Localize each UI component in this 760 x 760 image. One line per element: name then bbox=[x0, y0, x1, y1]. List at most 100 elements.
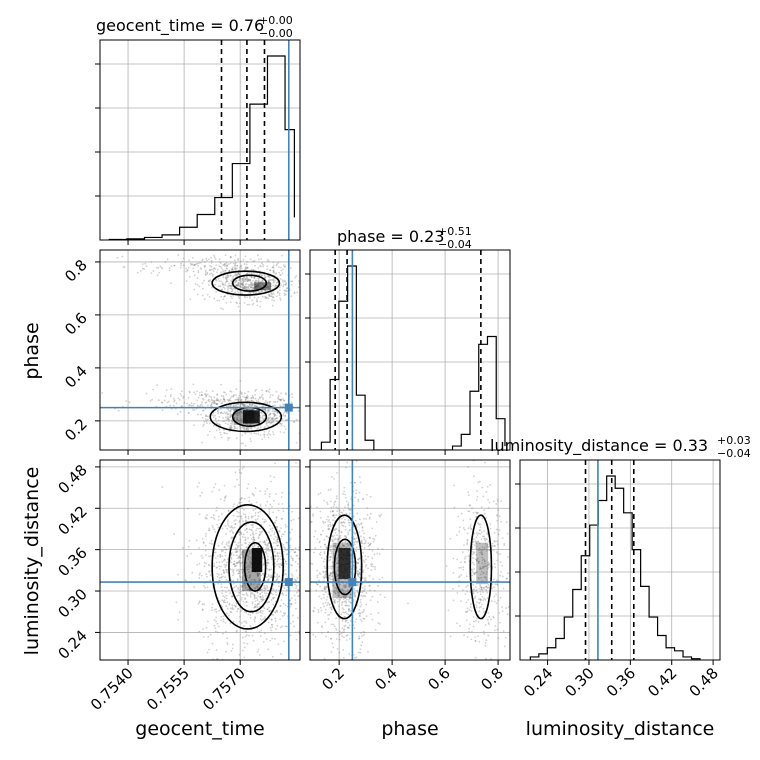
sample-point bbox=[506, 532, 509, 535]
sample-point bbox=[485, 538, 488, 541]
sample-point bbox=[213, 436, 216, 439]
sample-point bbox=[319, 585, 322, 588]
sample-point bbox=[246, 266, 249, 269]
sample-point bbox=[226, 527, 229, 530]
sample-point bbox=[205, 532, 207, 535]
sample-point bbox=[266, 567, 269, 570]
sample-point bbox=[480, 588, 483, 591]
sample-point bbox=[335, 588, 338, 591]
panel-0-0 bbox=[95, 39, 301, 245]
sample-point bbox=[482, 565, 485, 568]
sample-point bbox=[192, 383, 195, 386]
sample-point bbox=[226, 571, 229, 574]
density-cell bbox=[476, 542, 489, 585]
sample-point bbox=[251, 299, 254, 302]
sample-point bbox=[354, 664, 356, 666]
sample-point bbox=[203, 423, 205, 426]
sample-point bbox=[256, 599, 259, 602]
sample-point bbox=[255, 400, 258, 402]
sample-point bbox=[333, 503, 336, 506]
sample-point bbox=[247, 517, 250, 520]
sample-point bbox=[493, 562, 496, 565]
sample-point bbox=[240, 283, 243, 286]
sample-point bbox=[378, 578, 381, 581]
sample-point bbox=[237, 257, 240, 260]
sample-point bbox=[221, 561, 224, 563]
sample-point bbox=[269, 528, 272, 531]
sample-point bbox=[447, 609, 450, 612]
sample-point bbox=[269, 503, 272, 506]
sample-point bbox=[284, 428, 287, 430]
sample-point bbox=[241, 279, 244, 282]
sample-point bbox=[227, 519, 230, 521]
sample-point bbox=[333, 579, 335, 582]
sample-point bbox=[203, 565, 206, 568]
sample-point bbox=[348, 653, 351, 655]
sample-point bbox=[318, 572, 321, 574]
sample-point bbox=[215, 616, 218, 619]
sample-point bbox=[234, 273, 237, 275]
sample-point bbox=[270, 421, 273, 424]
sample-point bbox=[218, 400, 221, 403]
sample-point bbox=[201, 416, 204, 419]
sample-point bbox=[173, 400, 176, 403]
sample-point bbox=[220, 513, 223, 515]
sample-point bbox=[267, 542, 270, 545]
sample-point bbox=[226, 398, 229, 401]
sample-point bbox=[236, 264, 239, 267]
sample-point bbox=[263, 295, 266, 298]
sample-point bbox=[206, 293, 209, 296]
sample-point bbox=[363, 547, 366, 549]
sample-point bbox=[210, 609, 213, 612]
sample-point bbox=[354, 540, 357, 543]
sample-point bbox=[286, 507, 288, 510]
sample-point bbox=[235, 284, 237, 287]
sample-point bbox=[210, 256, 212, 259]
sample-point bbox=[266, 586, 269, 589]
sample-point bbox=[291, 396, 294, 399]
sample-point bbox=[212, 514, 215, 516]
sample-point bbox=[323, 552, 326, 555]
sample-point bbox=[343, 631, 346, 634]
sample-point bbox=[235, 551, 238, 554]
sample-point bbox=[474, 590, 477, 592]
sample-point bbox=[475, 511, 477, 514]
sample-point bbox=[238, 398, 240, 401]
sample-point bbox=[464, 561, 466, 564]
sample-point bbox=[353, 541, 356, 544]
sample-point bbox=[218, 609, 221, 612]
sample-point bbox=[236, 416, 239, 419]
sample-point bbox=[239, 403, 242, 406]
sample-point bbox=[225, 564, 228, 567]
sample-point bbox=[136, 271, 139, 274]
sample-point bbox=[229, 255, 232, 258]
sample-point bbox=[469, 525, 472, 528]
sample-point bbox=[252, 287, 255, 290]
sample-point bbox=[230, 553, 233, 556]
sample-point bbox=[254, 389, 257, 392]
sample-point bbox=[273, 401, 275, 403]
sample-point bbox=[121, 255, 124, 258]
sample-point bbox=[228, 547, 231, 550]
sample-point bbox=[233, 563, 236, 566]
sample-point bbox=[344, 619, 347, 622]
sample-point bbox=[234, 291, 236, 294]
sample-point bbox=[233, 426, 236, 428]
sample-point bbox=[308, 644, 310, 646]
sample-point bbox=[157, 399, 160, 401]
sample-point bbox=[347, 613, 350, 616]
sample-point bbox=[265, 544, 268, 547]
sample-point bbox=[340, 597, 343, 599]
sample-point bbox=[243, 392, 246, 395]
sample-point bbox=[227, 275, 230, 277]
sample-point bbox=[346, 589, 349, 592]
sample-point bbox=[236, 283, 239, 286]
sample-point bbox=[362, 617, 365, 620]
sample-point bbox=[257, 527, 260, 530]
sample-point bbox=[161, 409, 164, 412]
sample-point bbox=[479, 529, 481, 531]
sample-point bbox=[182, 395, 185, 398]
sample-point bbox=[331, 524, 334, 526]
sample-point bbox=[358, 531, 361, 534]
